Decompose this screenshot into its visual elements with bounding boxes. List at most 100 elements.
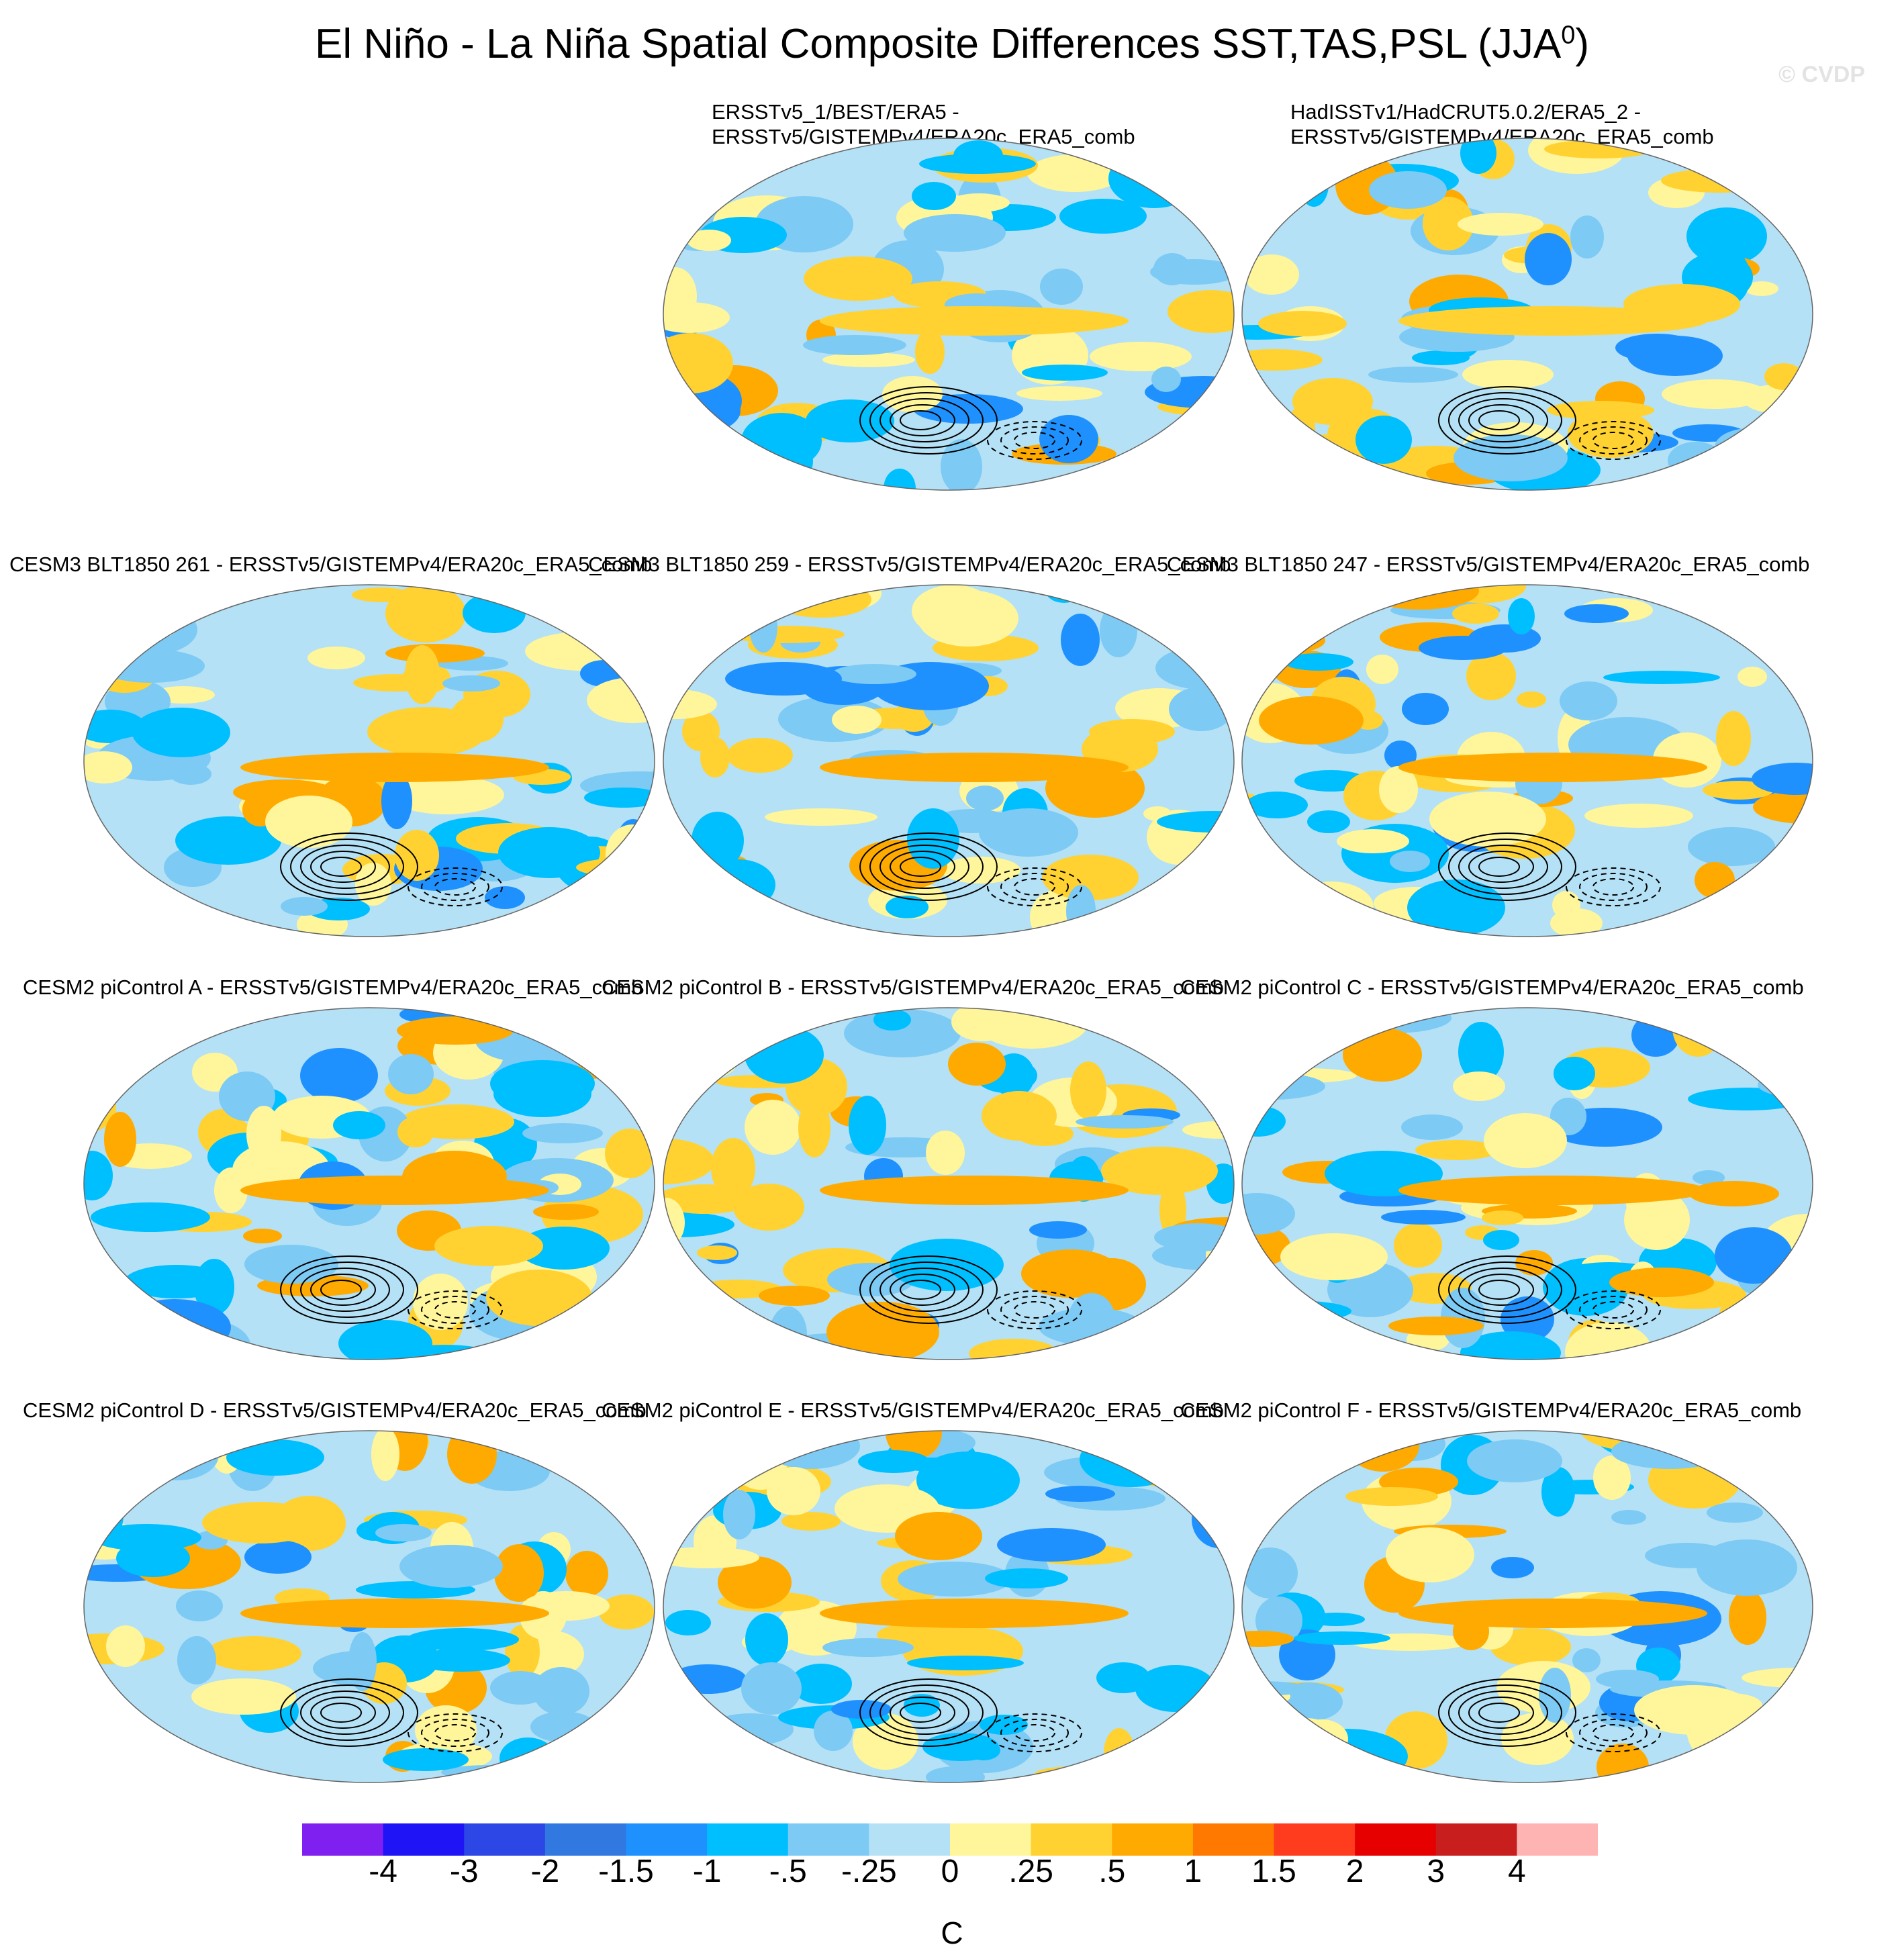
anomaly-region: [675, 140, 713, 170]
anomaly-region: [685, 164, 754, 194]
colorbar-swatch: [1112, 1823, 1194, 1856]
anomaly-region: [352, 587, 411, 602]
anomaly-region: [307, 647, 365, 669]
map-panel: [1241, 584, 1813, 937]
anomaly-region: [486, 1270, 592, 1326]
equatorial-anomaly: [820, 1599, 1129, 1628]
equatorial-anomaly: [1398, 753, 1707, 782]
anomaly-region: [1716, 711, 1751, 766]
anomaly-region: [1611, 1510, 1646, 1525]
map-outline: [83, 1007, 655, 1360]
colorbar-tick-label: -.25: [841, 1854, 897, 1889]
anomaly-region: [1668, 442, 1724, 479]
anomaly-region: [1029, 1221, 1087, 1239]
anomaly-region: [1715, 888, 1778, 937]
anomaly-region: [1764, 363, 1803, 390]
anomaly-region: [816, 927, 844, 937]
anomaly-region: [246, 1106, 281, 1162]
map-panel: [1241, 138, 1813, 491]
anomaly-region: [1726, 1320, 1813, 1348]
equatorial-anomaly: [820, 306, 1129, 336]
psl-contour-negative: [421, 873, 489, 901]
anomaly-region: [711, 1138, 755, 1198]
colorbar-swatch: [1517, 1823, 1598, 1856]
anomaly-region: [922, 1733, 999, 1761]
anomaly-region: [1296, 449, 1339, 471]
anomaly-region: [663, 195, 725, 210]
psl-contour-negative: [1579, 1719, 1648, 1747]
anomaly-region: [1458, 1022, 1504, 1082]
psl-contour-negative: [421, 1719, 489, 1747]
anomaly-region: [1386, 1527, 1474, 1582]
psl-contour-negative: [987, 1713, 1082, 1752]
anomaly-region: [1129, 138, 1169, 172]
anomaly-region: [1719, 1298, 1758, 1329]
psl-contour-negative: [1000, 426, 1069, 455]
anomaly-region: [948, 1043, 1006, 1086]
colorbar-tick-label: 2: [1345, 1854, 1364, 1889]
map-panel: [663, 584, 1235, 937]
anomaly-region: [533, 1667, 589, 1715]
equatorial-anomaly: [1398, 1599, 1707, 1628]
anomaly-region: [1467, 1439, 1562, 1482]
anomaly-region: [226, 1439, 324, 1476]
anomaly-region: [1688, 827, 1775, 866]
anomaly-region: [1366, 655, 1398, 684]
anomaly-region: [918, 590, 1018, 647]
psl-contour: [869, 392, 984, 448]
psl-contour: [1478, 1703, 1520, 1723]
psl-contour-negative: [1014, 1301, 1055, 1319]
psl-contour-negative: [434, 1724, 476, 1742]
psl-contour: [280, 1255, 418, 1324]
panel-title: CESM3 BLT1850 261 - ERSSTv5/GISTEMPv4/ER…: [9, 553, 653, 576]
anomaly-region: [745, 1613, 788, 1666]
anomaly-region: [916, 1452, 1020, 1509]
anomaly-region: [1401, 1114, 1463, 1140]
map-outline: [663, 1007, 1235, 1360]
anomaly-region: [1661, 169, 1776, 193]
psl-contour: [1458, 398, 1548, 442]
anomaly-region: [371, 1431, 399, 1481]
anomaly-region: [1182, 1121, 1234, 1139]
equatorial-anomaly: [240, 1176, 549, 1205]
colorbar-tick-label: 1.5: [1251, 1854, 1296, 1889]
anomaly-region: [684, 620, 720, 661]
psl-contour-negative: [987, 867, 1082, 906]
psl-contour: [869, 839, 984, 895]
anomaly-region: [663, 894, 761, 937]
anomaly-region: [982, 1091, 1057, 1141]
anomaly-region: [136, 1431, 219, 1480]
map-outline: [1241, 1430, 1813, 1783]
psl-contour: [1468, 1274, 1534, 1306]
colorbar-tick-label: 3: [1427, 1854, 1445, 1889]
psl-contour: [1448, 392, 1562, 448]
anomaly-region: [1157, 138, 1222, 169]
map-outline: [83, 1430, 655, 1783]
equatorial-anomaly: [820, 1176, 1129, 1205]
psl-contour: [1468, 851, 1534, 883]
anomaly-region: [907, 1656, 1024, 1670]
anomaly-region: [1423, 197, 1474, 250]
anomaly-region: [1381, 1210, 1466, 1225]
anomaly-region: [1307, 810, 1350, 833]
map-outline: [663, 584, 1235, 937]
anomaly-region: [572, 1724, 655, 1771]
anomaly-region: [904, 1694, 940, 1717]
anomaly-region: [1101, 1147, 1218, 1195]
anomaly-region: [1345, 1487, 1438, 1506]
anomaly-region: [1554, 1057, 1595, 1090]
anomaly-region: [898, 1562, 1012, 1597]
psl-contour: [879, 1691, 969, 1735]
anomaly-region: [678, 1040, 739, 1079]
psl-contour: [890, 851, 955, 883]
anomaly-region: [84, 1725, 112, 1770]
anomaly-region: [1201, 1498, 1234, 1523]
anomaly-region: [593, 601, 655, 656]
anomaly-region: [723, 1490, 755, 1539]
psl-contour-negative: [1566, 1290, 1661, 1329]
colorbar-swatch: [1031, 1823, 1112, 1856]
anomaly-region: [1308, 1008, 1393, 1032]
psl-contour: [1438, 386, 1576, 455]
anomaly-region: [118, 1299, 231, 1355]
anomaly-region: [1090, 342, 1192, 371]
